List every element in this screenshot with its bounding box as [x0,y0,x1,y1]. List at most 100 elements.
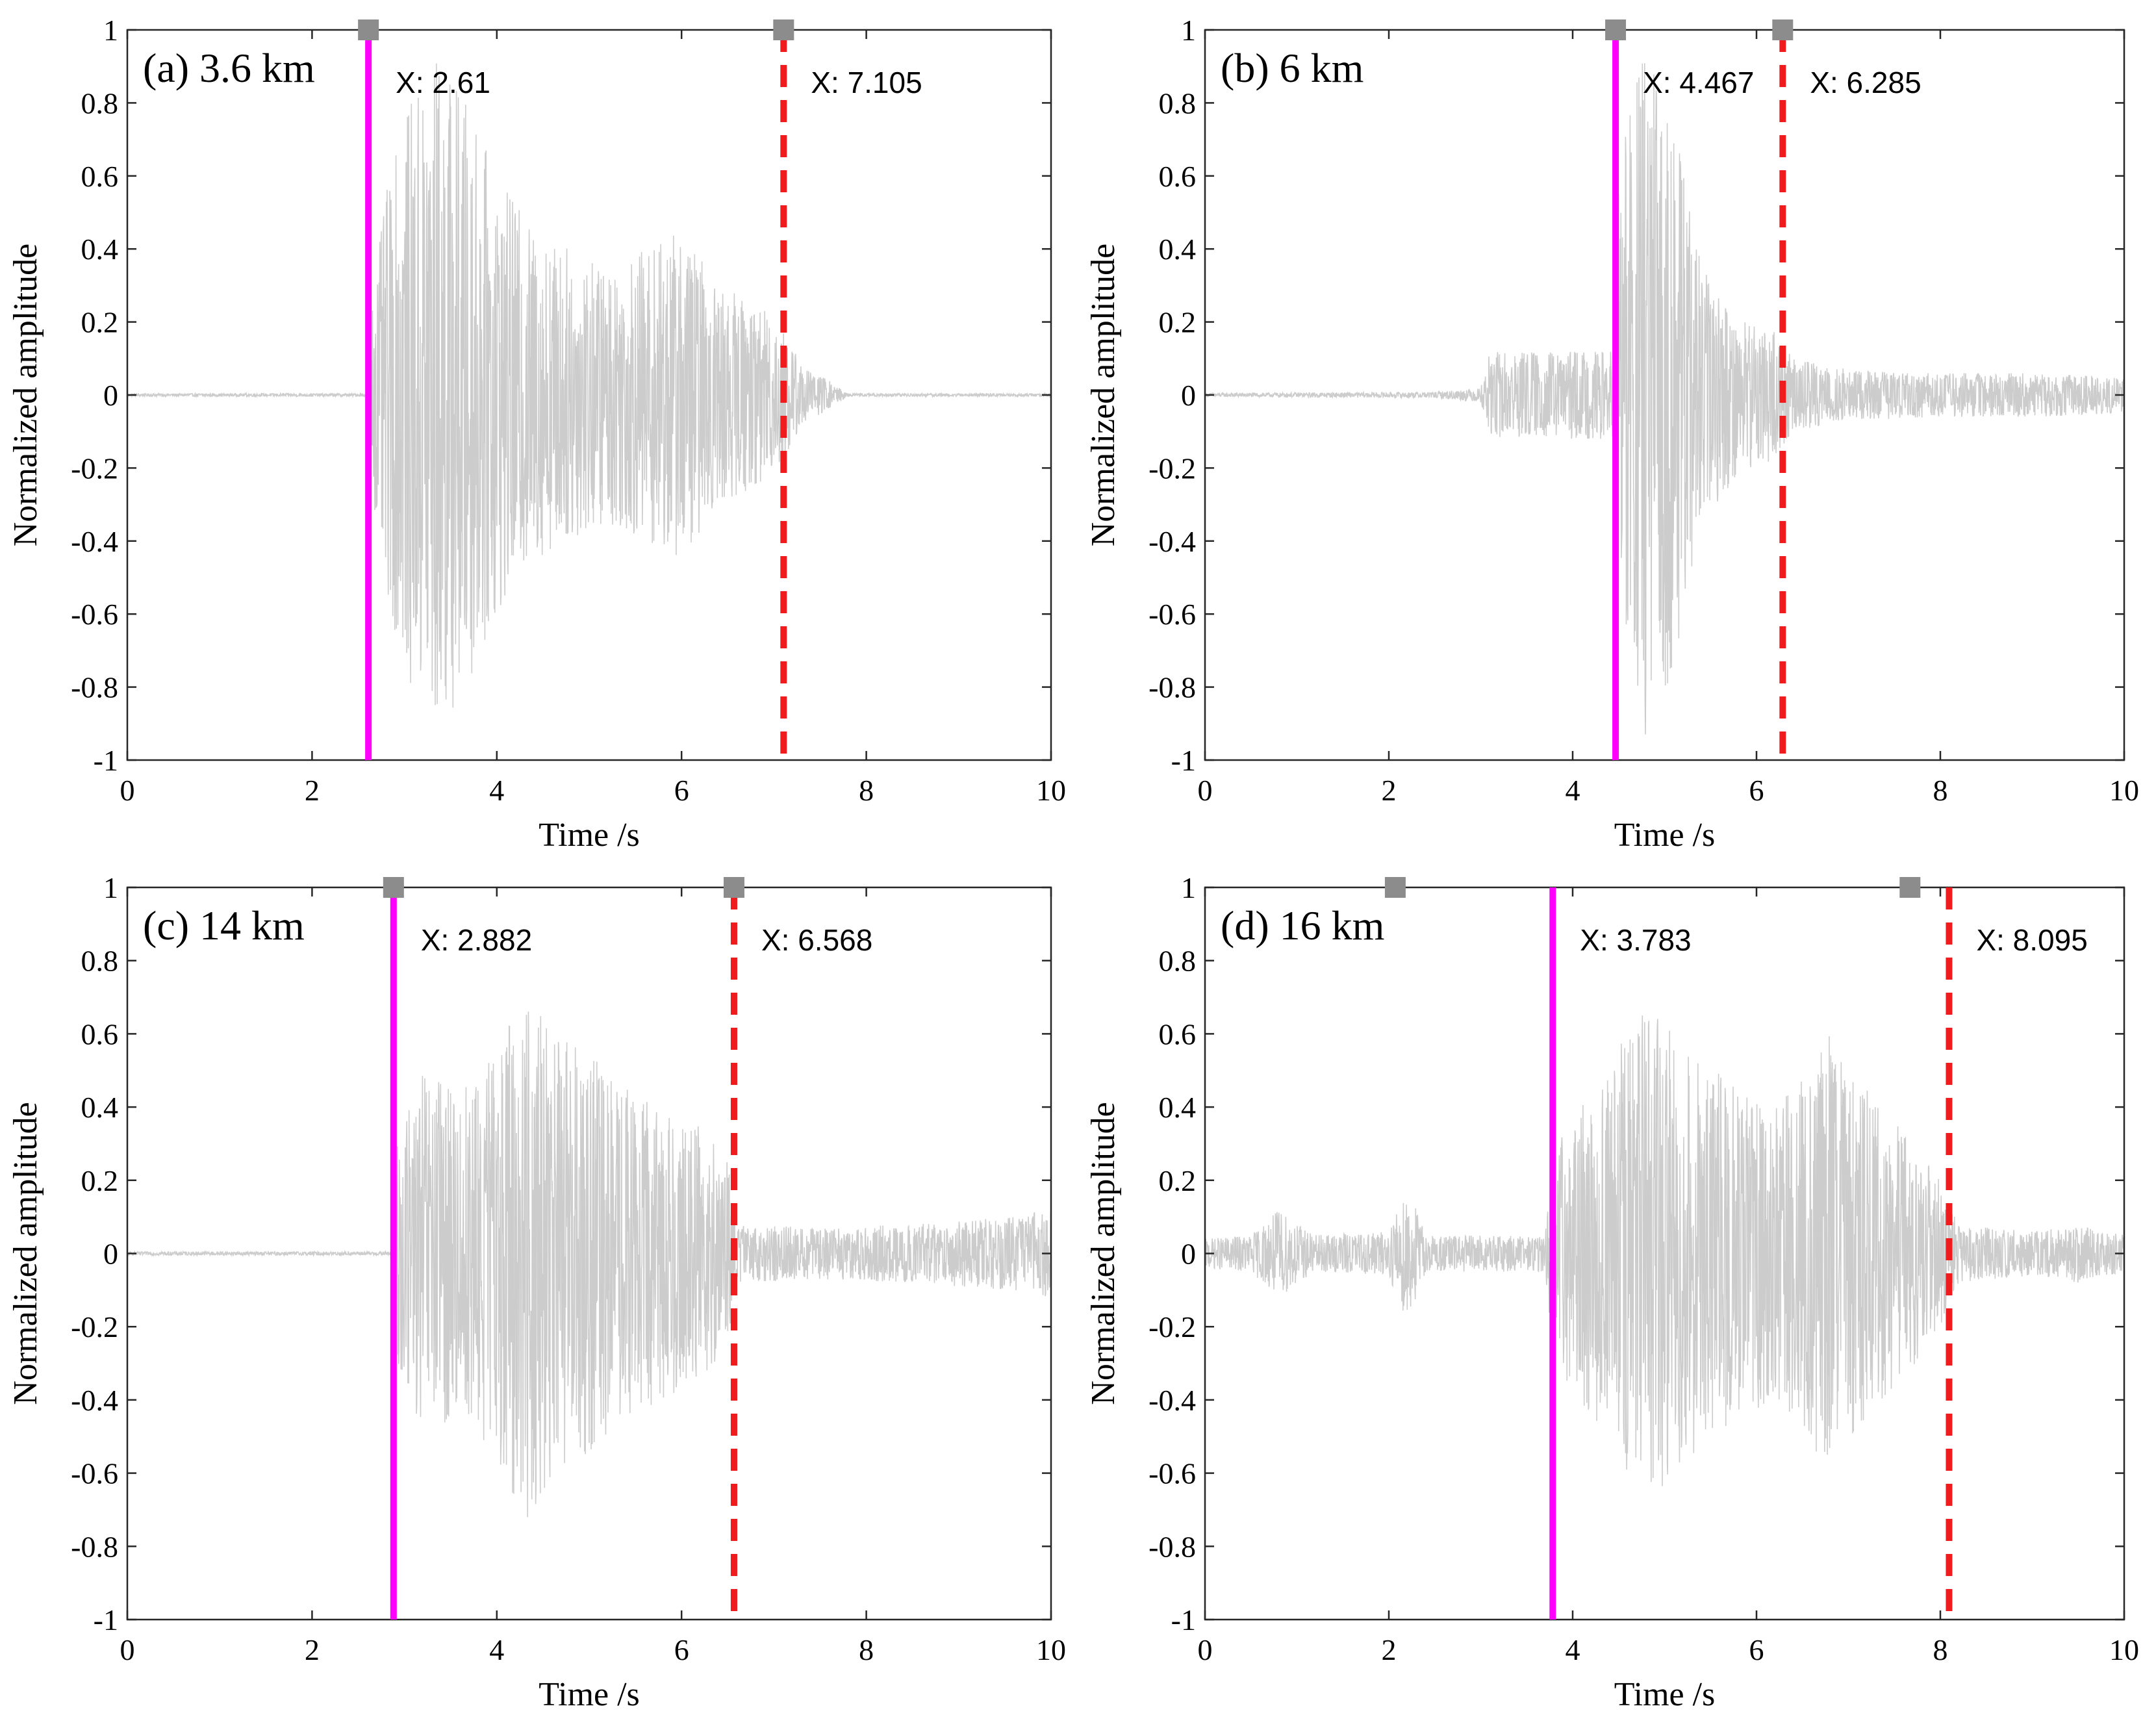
y-tick-label: 0.8 [81,945,119,978]
waveform-signal [1204,63,2125,735]
panel-d: 0 2 4 6 8 10 1 0.8 0.6 0.4 0.2 0 -0.2 -0.4 -0.6 -0.8 -1 T… [1085,871,2139,1713]
y-axis-label: Normalized amplitude [7,244,44,546]
y-tick-label: 0.4 [1159,1091,1197,1124]
y-tick-label: -0.8 [1148,671,1196,704]
x-tick-label: 10 [2109,1633,2139,1666]
x-tick-label: 6 [1749,1633,1764,1666]
y-tick-label: 0.2 [81,306,119,339]
x-tick-label: 6 [674,774,689,807]
x-tick-label: 2 [305,1633,320,1666]
x-axis-label: Time /s [539,1676,640,1713]
x-axis-label: Time /s [1614,817,1716,854]
datatip-label: X: 2.61 [396,66,490,99]
x-tick-label: 2 [305,774,320,807]
datatip-label: X: 3.783 [1580,923,1691,957]
y-tick-label: 0.8 [81,86,119,120]
x-tick-label: 0 [1198,774,1213,807]
y-tick-label: 1 [1181,871,1196,904]
y-tick-label: -0.4 [71,525,118,558]
x-tick-label: 2 [1382,774,1397,807]
y-tick-label: 0 [103,379,118,412]
datatip-marker[interactable] [723,877,744,898]
y-tick-label: 1 [103,14,118,47]
panel-c: 0 2 4 6 8 10 1 0.8 0.6 0.4 0.2 0 -0.2 -0.4 -0.6 -0.8 -1 T… [7,871,1066,1713]
y-tick-label: -1 [1171,1603,1196,1636]
x-tick-label: 0 [120,774,135,807]
y-tick-label: 1 [103,871,118,904]
y-tick-label: 0.6 [1159,160,1197,193]
y-tick-label: 0.2 [1159,1164,1197,1197]
y-tick-label: -0.4 [1148,1384,1196,1417]
y-tick-label: 0.4 [81,1091,119,1124]
x-tick-label: 8 [859,774,874,807]
waveform-signal [127,1011,1052,1518]
datatip-marker[interactable] [383,877,404,898]
datatip-marker[interactable] [1772,19,1794,40]
y-axis-label: Normalized amplitude [7,1102,44,1405]
y-tick-label: -0.2 [71,452,118,485]
y-tick-label: 0 [1181,1238,1196,1271]
y-tick-label: -0.2 [71,1310,118,1343]
y-tick-label: 0.4 [81,233,119,266]
y-tick-label: -0.4 [1148,525,1196,558]
x-tick-label: 4 [489,1633,504,1666]
x-axis-label: Time /s [1614,1676,1716,1713]
y-tick-label: 0.6 [81,160,119,193]
panel-label: (c) 14 km [143,902,305,948]
x-tick-label: 10 [2109,774,2139,807]
datatip-label: X: 7.105 [811,66,922,99]
datatip-marker[interactable] [1899,877,1921,898]
datatip-label: X: 6.285 [1810,66,1921,99]
y-tick-label: -0.2 [1148,452,1196,485]
y-tick-label: 0 [1181,379,1196,412]
x-tick-label: 2 [1382,1633,1397,1666]
y-tick-label: 0.6 [1159,1017,1197,1050]
y-tick-label: -0.6 [1148,1457,1196,1490]
datatip-marker[interactable] [773,19,794,40]
y-tick-label: -1 [94,744,118,777]
datatip-marker[interactable] [1605,19,1627,40]
x-tick-label: 6 [674,1633,689,1666]
panel-label: (b) 6 km [1221,45,1363,91]
y-tick-label: 0.4 [1159,233,1197,266]
datatip-label: X: 6.568 [761,923,872,957]
x-tick-label: 4 [1566,774,1580,807]
y-tick-label: -0.6 [1148,598,1196,631]
y-tick-label: -0.6 [71,1457,118,1490]
y-tick-label: 0.8 [1159,86,1197,120]
y-tick-label: 1 [1181,14,1196,47]
y-axis-label: Normalized amplitude [1085,1102,1122,1405]
datatip-marker[interactable] [1384,877,1406,898]
x-tick-label: 8 [1933,1633,1948,1666]
y-tick-label: -0.8 [71,1530,118,1563]
y-tick-label: 0.8 [1159,945,1197,978]
x-tick-label: 10 [1036,1633,1066,1666]
y-tick-label: -0.8 [1148,1530,1196,1563]
waveform-signal [1204,1015,2125,1486]
datatip-label: X: 2.882 [421,923,532,957]
panel-label: (d) 16 km [1221,902,1384,948]
x-tick-label: 4 [1566,1633,1580,1666]
waveform-signal [127,63,1052,708]
x-tick-label: 0 [1198,1633,1213,1666]
x-axis-label: Time /s [539,817,640,854]
datatip-label: X: 4.467 [1643,66,1754,99]
datatip-marker[interactable] [358,19,379,40]
y-tick-label: 0.6 [81,1017,119,1050]
y-tick-label: 0.2 [81,1164,119,1197]
x-tick-label: 8 [859,1633,874,1666]
y-tick-label: -0.8 [71,671,118,704]
y-tick-label: -0.2 [1148,1310,1196,1343]
y-tick-label: 0 [103,1238,118,1271]
panel-label: (a) 3.6 km [143,45,315,91]
y-tick-label: 0.2 [1159,306,1197,339]
y-tick-label: -0.4 [71,1384,118,1417]
x-tick-label: 4 [489,774,504,807]
y-tick-label: -1 [1171,744,1196,777]
x-tick-label: 8 [1933,774,1948,807]
y-tick-label: -0.6 [71,598,118,631]
datatip-label: X: 8.095 [1976,923,2087,957]
y-axis-label: Normalized amplitude [1085,244,1122,546]
